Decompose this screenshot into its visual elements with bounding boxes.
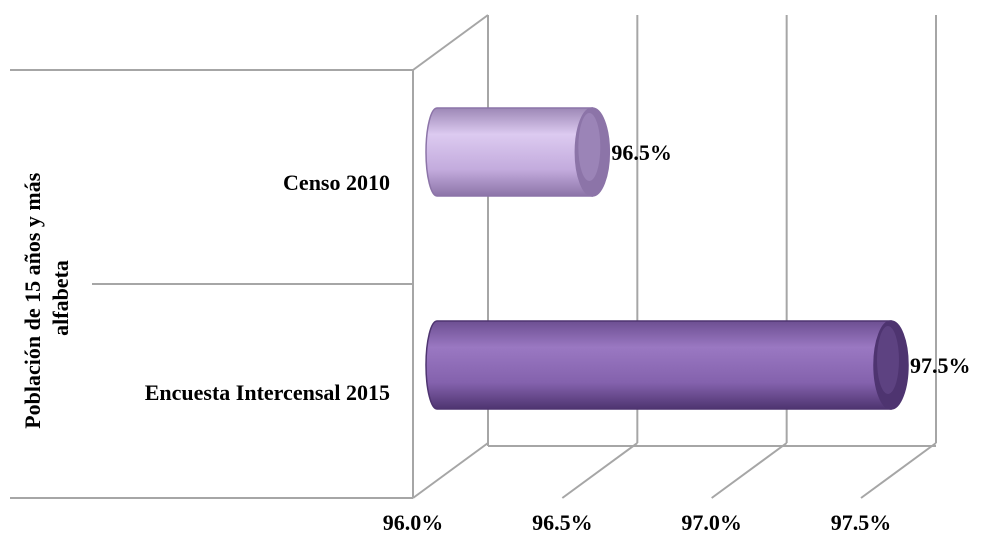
category-label: Censo 2010 bbox=[283, 170, 390, 195]
x-axis-ticks: 96.0% 96.5% 97.0% 97.5% bbox=[383, 510, 892, 535]
data-label: 96.5% bbox=[611, 140, 672, 165]
y-axis-title: Población de 15 años y más alfabeta bbox=[20, 167, 73, 429]
bar-end-cap bbox=[873, 320, 909, 410]
y-axis-title-line-2: alfabeta bbox=[48, 260, 73, 336]
y-axis-title-line-1: Población de 15 años y más bbox=[20, 172, 45, 429]
gridline-floor bbox=[412, 442, 489, 499]
gridline-floor bbox=[860, 442, 937, 499]
bar-end-highlight bbox=[877, 326, 899, 394]
data-label: 97.5% bbox=[910, 353, 971, 378]
bar-2: 97.5% bbox=[425, 320, 971, 410]
x-tick-label: 96.0% bbox=[383, 510, 444, 535]
x-tick-label: 97.0% bbox=[681, 510, 742, 535]
gridlines bbox=[412, 15, 937, 499]
bar-end-highlight bbox=[578, 113, 601, 181]
top-diagonal-edge bbox=[412, 14, 489, 71]
bar-end-cap bbox=[574, 107, 611, 197]
bar-body bbox=[425, 320, 892, 410]
plot-frame bbox=[10, 14, 936, 499]
x-tick-label: 96.5% bbox=[532, 510, 593, 535]
gridline-floor bbox=[561, 442, 638, 499]
bars: 96.5% 97.5% bbox=[425, 107, 971, 410]
bar-body bbox=[425, 107, 594, 197]
bar-1: 96.5% bbox=[425, 107, 672, 197]
category-label: Encuesta Intercensal 2015 bbox=[145, 380, 390, 405]
x-tick-label: 97.5% bbox=[831, 510, 892, 535]
gridline-floor bbox=[711, 442, 788, 499]
